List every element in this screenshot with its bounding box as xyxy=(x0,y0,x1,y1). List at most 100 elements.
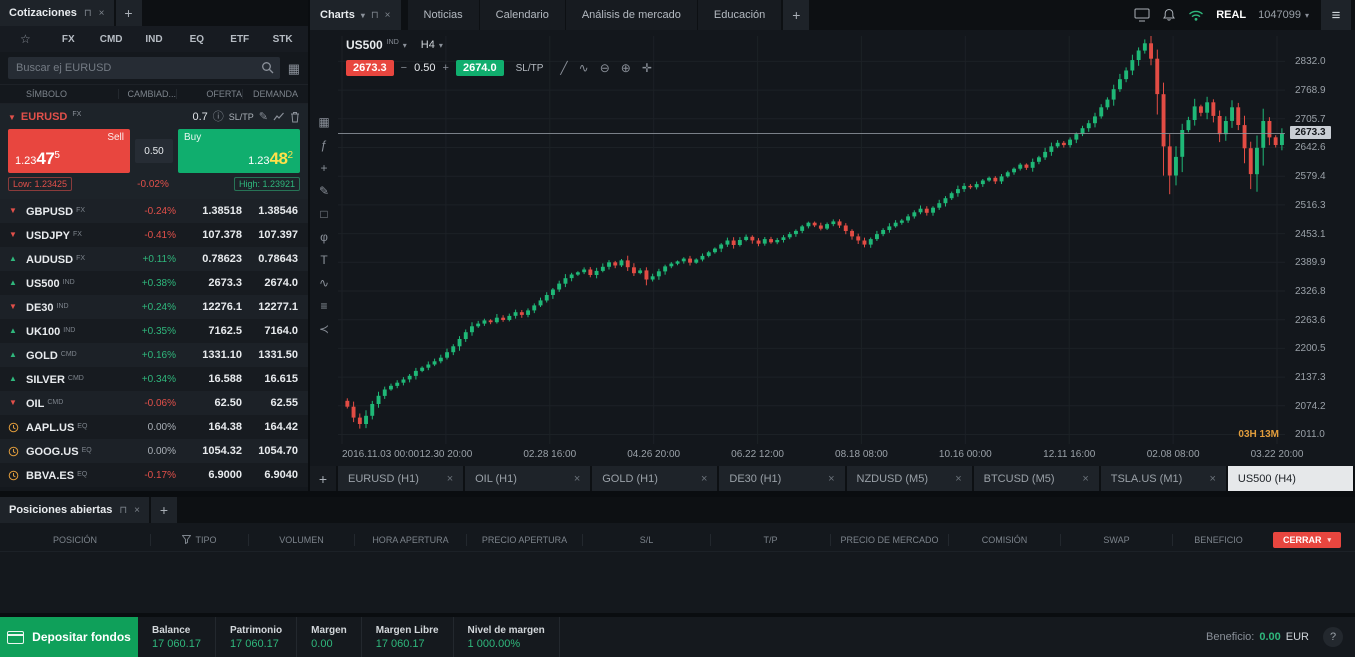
quote-bid[interactable]: 107.378 xyxy=(202,229,242,241)
quote-ask[interactable]: 16.615 xyxy=(264,373,298,385)
quote-row-gbpusd[interactable]: ▼ GBPUSD FX -0.24% 1.38518 1.38546 xyxy=(0,199,308,223)
close-icon[interactable]: × xyxy=(700,472,708,485)
quote-ask[interactable]: 1054.70 xyxy=(258,445,298,457)
quote-row-usdjpy[interactable]: ▼ USDJPY FX -0.41% 107.378 107.397 xyxy=(0,223,308,247)
move-crosshair-icon[interactable]: ✛ xyxy=(641,61,652,75)
search-icon[interactable] xyxy=(261,61,274,74)
position-column-beneficio[interactable]: BENEFICIO xyxy=(1172,533,1264,546)
chart-tab-eurusd-h1[interactable]: EURUSD (H1) × xyxy=(338,466,464,491)
nav-tab-calendario[interactable]: Calendario xyxy=(479,0,565,30)
close-icon[interactable]: × xyxy=(446,472,454,485)
position-column-precio-de-mercado[interactable]: PRECIO DE MERCADO xyxy=(830,533,948,546)
chevron-down-icon[interactable]: ▾ xyxy=(438,40,443,50)
column-change[interactable]: CAMBIAD... xyxy=(118,89,176,99)
help-button[interactable]: ? xyxy=(1323,627,1343,647)
category-tab-etf[interactable]: ETF xyxy=(230,33,250,45)
close-icon[interactable]: × xyxy=(955,472,962,485)
chart-sell-button[interactable]: 2673.3 xyxy=(346,60,394,76)
volume-box[interactable]: 0.50 xyxy=(135,139,173,163)
time-axis[interactable]: 2016.11.03 00:00 12.30 20:00 02.28 16:00 04… xyxy=(338,444,1303,466)
quote-bid[interactable]: 164.38 xyxy=(208,421,242,433)
favorites-tab[interactable]: ☆ xyxy=(4,32,47,46)
chart-plot[interactable] xyxy=(338,36,1285,444)
trash-icon[interactable] xyxy=(290,111,300,123)
nav-tab-analisis-de-mercado[interactable]: Análisis de mercado xyxy=(565,0,697,30)
volume-increase-button[interactable]: + xyxy=(442,62,449,74)
quote-bid[interactable]: 1331.10 xyxy=(202,349,242,361)
column-symbol[interactable]: SÍMBOLO xyxy=(26,89,68,99)
popout-icon[interactable]: ⊓ xyxy=(119,504,128,516)
quote-row-us500[interactable]: ▲ US500 IND +0.38% 2673.3 2674.0 xyxy=(0,271,308,295)
grid-view-icon[interactable]: ▦ xyxy=(287,60,300,76)
chart-symbol-selector[interactable]: US500 xyxy=(346,38,383,52)
quote-ask[interactable]: 1.38546 xyxy=(258,205,298,217)
info-icon[interactable]: ⓘ xyxy=(212,110,224,123)
chart-volume-value[interactable]: 0.50 xyxy=(414,62,436,74)
close-icon[interactable]: × xyxy=(573,472,581,485)
nav-tab-noticias[interactable]: Noticias xyxy=(407,0,479,30)
quote-row-audusd[interactable]: ▲ AUDUSD FX +0.11% 0.78623 0.78643 xyxy=(0,247,308,271)
quote-row-silver[interactable]: ▲ SILVER CMD +0.34% 16.588 16.615 xyxy=(0,367,308,391)
add-positions-tab-button[interactable]: + xyxy=(150,497,177,523)
quote-bid[interactable]: 2673.3 xyxy=(208,277,242,289)
quote-bid[interactable]: 1.38518 xyxy=(202,205,242,217)
zoom-out-icon[interactable]: ⊖ xyxy=(599,61,610,75)
timeframe-selector[interactable]: H4 xyxy=(420,39,435,51)
quote-ask[interactable]: 1331.50 xyxy=(258,349,298,361)
zoom-in-icon[interactable]: ⊕ xyxy=(620,61,631,75)
function-icon[interactable]: ƒ xyxy=(320,138,328,152)
chart-tab-tsla-us-m1[interactable]: TSLA.US (M1) × xyxy=(1100,466,1226,491)
category-tab-fx[interactable]: FX xyxy=(61,33,75,45)
chevron-down-icon[interactable]: ▾ xyxy=(402,40,407,50)
account-selector[interactable]: 1047099 ▾ xyxy=(1258,9,1309,21)
close-icon[interactable]: × xyxy=(828,472,835,485)
column-ask[interactable]: DEMANDA xyxy=(242,89,308,99)
column-bid[interactable]: OFERTA xyxy=(176,89,242,99)
quote-ask[interactable]: 6.9040 xyxy=(264,469,298,481)
quote-ask[interactable]: 7164.0 xyxy=(264,325,298,337)
position-column-comision[interactable]: COMISIÓN xyxy=(948,533,1060,546)
add-instrument-icon[interactable]: + xyxy=(320,161,328,175)
nav-tab-educacion[interactable]: Educación xyxy=(697,0,782,30)
category-tab-cmd[interactable]: CMD xyxy=(99,33,123,45)
quote-ask[interactable]: 2674.0 xyxy=(264,277,298,289)
indicator-wave-icon[interactable]: ∿ xyxy=(578,61,589,75)
quote-ask[interactable]: 62.55 xyxy=(270,397,298,409)
layers-icon[interactable]: ≡ xyxy=(320,299,328,313)
position-column-s-l[interactable]: S/L xyxy=(582,533,710,546)
position-column-tipo[interactable]: TIPO xyxy=(150,533,248,546)
quote-row-bbva-es[interactable]: BBVA.ES EQ -0.17% 6.9000 6.9040 xyxy=(0,463,308,487)
quote-bid[interactable]: 0.78623 xyxy=(202,253,242,265)
quote-row-uk100[interactable]: ▲ UK100 IND +0.35% 7162.5 7164.0 xyxy=(0,319,308,343)
close-icon[interactable]: × xyxy=(1209,472,1216,485)
quotes-tab[interactable]: Cotizaciones ⊓ × xyxy=(0,0,114,26)
quote-bid[interactable]: 6.9000 xyxy=(208,469,242,481)
quote-ask[interactable]: 164.42 xyxy=(264,421,298,433)
quote-row-aapl-us[interactable]: AAPL.US EQ 0.00% 164.38 164.42 xyxy=(0,415,308,439)
position-column-t-p[interactable]: T/P xyxy=(710,533,830,546)
position-column-precio-apertura[interactable]: PRECIO APERTURA xyxy=(466,533,582,546)
category-tab-stk[interactable]: STK xyxy=(272,33,293,45)
sell-button[interactable]: Sell 1.23475 xyxy=(8,129,130,173)
add-quotes-tab-button[interactable]: + xyxy=(115,0,142,26)
close-icon[interactable]: × xyxy=(1082,472,1089,485)
close-icon[interactable]: × xyxy=(134,504,140,516)
category-tab-ind[interactable]: IND xyxy=(145,33,163,45)
sltp-button[interactable]: SL/TP xyxy=(228,112,254,122)
chart-tab-oil-h1[interactable]: OIL (H1) × xyxy=(465,466,591,491)
quote-bid[interactable]: 16.588 xyxy=(208,373,242,385)
volume-decrease-button[interactable]: − xyxy=(400,62,408,74)
chart-sltp-button[interactable]: SL/TP xyxy=(515,62,544,74)
quote-bid[interactable]: 12276.1 xyxy=(202,301,242,313)
close-icon[interactable]: × xyxy=(98,7,105,19)
charts-tab[interactable]: Charts ▾ ⊓ × xyxy=(310,0,401,30)
quote-ask[interactable]: 12277.1 xyxy=(258,301,298,313)
search-input[interactable] xyxy=(8,57,280,79)
chart-tab-nzdusd-m5[interactable]: NZDUSD (M5) × xyxy=(846,466,972,491)
indicators-icon[interactable]: ∿ xyxy=(318,276,330,290)
quote-row-de30[interactable]: ▼ DE30 IND +0.24% 12276.1 12277.1 xyxy=(0,295,308,319)
position-column-hora-apertura[interactable]: HORA APERTURA xyxy=(354,533,466,546)
category-tab-eq[interactable]: EQ xyxy=(189,33,205,45)
share-icon[interactable]: ≺ xyxy=(318,322,330,336)
chart-tab-de30-h1[interactable]: DE30 (H1) × xyxy=(719,466,845,491)
